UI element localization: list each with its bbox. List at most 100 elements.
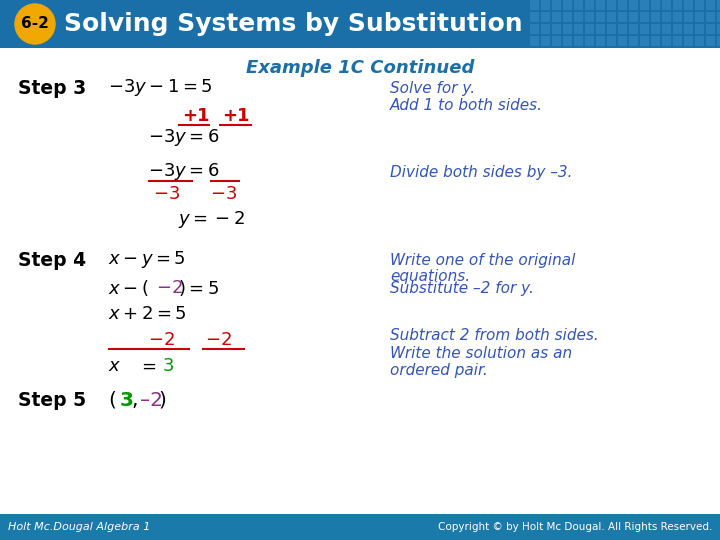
FancyBboxPatch shape xyxy=(651,0,660,10)
FancyBboxPatch shape xyxy=(695,12,704,22)
Text: Step 4: Step 4 xyxy=(18,251,86,269)
FancyBboxPatch shape xyxy=(530,0,539,10)
FancyBboxPatch shape xyxy=(695,0,704,10)
Text: +1: +1 xyxy=(182,107,210,125)
Text: Solve for y.: Solve for y. xyxy=(390,80,475,96)
Text: $3$: $3$ xyxy=(162,357,174,375)
FancyBboxPatch shape xyxy=(563,24,572,34)
Text: equations.: equations. xyxy=(390,268,470,284)
FancyBboxPatch shape xyxy=(629,24,638,34)
FancyBboxPatch shape xyxy=(541,24,550,34)
FancyBboxPatch shape xyxy=(0,0,720,48)
FancyBboxPatch shape xyxy=(684,0,693,10)
FancyBboxPatch shape xyxy=(585,36,594,46)
Text: +1: +1 xyxy=(222,107,250,125)
FancyBboxPatch shape xyxy=(0,514,720,540)
FancyBboxPatch shape xyxy=(574,0,583,10)
FancyBboxPatch shape xyxy=(717,24,720,34)
FancyBboxPatch shape xyxy=(662,12,671,22)
Text: Example 1C Continued: Example 1C Continued xyxy=(246,59,474,77)
FancyBboxPatch shape xyxy=(596,36,605,46)
FancyBboxPatch shape xyxy=(585,12,594,22)
FancyBboxPatch shape xyxy=(662,24,671,34)
FancyBboxPatch shape xyxy=(629,0,638,10)
FancyBboxPatch shape xyxy=(706,12,715,22)
FancyBboxPatch shape xyxy=(552,0,561,10)
FancyBboxPatch shape xyxy=(618,24,627,34)
FancyBboxPatch shape xyxy=(673,24,682,34)
FancyBboxPatch shape xyxy=(552,12,561,22)
Text: ): ) xyxy=(158,390,166,409)
Text: $) = 5$: $) = 5$ xyxy=(178,278,219,298)
Circle shape xyxy=(15,4,55,44)
FancyBboxPatch shape xyxy=(618,0,627,10)
Text: Divide both sides by –3.: Divide both sides by –3. xyxy=(390,165,572,179)
FancyBboxPatch shape xyxy=(717,12,720,22)
FancyBboxPatch shape xyxy=(651,36,660,46)
Text: $-2$: $-2$ xyxy=(156,279,183,297)
Text: $-3$: $-3$ xyxy=(153,185,180,203)
FancyBboxPatch shape xyxy=(607,36,616,46)
FancyBboxPatch shape xyxy=(673,36,682,46)
Text: Step 3: Step 3 xyxy=(18,78,86,98)
FancyBboxPatch shape xyxy=(596,24,605,34)
FancyBboxPatch shape xyxy=(552,36,561,46)
FancyBboxPatch shape xyxy=(541,12,550,22)
FancyBboxPatch shape xyxy=(640,12,649,22)
Text: 6-2: 6-2 xyxy=(21,17,49,31)
Text: $y = -2$: $y = -2$ xyxy=(178,210,245,231)
FancyBboxPatch shape xyxy=(673,12,682,22)
Text: ordered pair.: ordered pair. xyxy=(390,362,487,377)
FancyBboxPatch shape xyxy=(640,0,649,10)
FancyBboxPatch shape xyxy=(607,12,616,22)
FancyBboxPatch shape xyxy=(684,36,693,46)
Text: Subtract 2 from both sides.: Subtract 2 from both sides. xyxy=(390,328,599,343)
FancyBboxPatch shape xyxy=(651,24,660,34)
Text: Substitute –2 for y.: Substitute –2 for y. xyxy=(390,280,534,295)
FancyBboxPatch shape xyxy=(563,12,572,22)
Text: $x - y = 5$: $x - y = 5$ xyxy=(108,249,186,271)
Text: $-3y - 1 = 5$: $-3y - 1 = 5$ xyxy=(108,78,212,98)
FancyBboxPatch shape xyxy=(574,36,583,46)
FancyBboxPatch shape xyxy=(585,0,594,10)
FancyBboxPatch shape xyxy=(717,0,720,10)
FancyBboxPatch shape xyxy=(541,0,550,10)
FancyBboxPatch shape xyxy=(640,24,649,34)
FancyBboxPatch shape xyxy=(563,0,572,10)
Text: $x + 2 = 5$: $x + 2 = 5$ xyxy=(108,305,186,323)
Text: ,: , xyxy=(131,390,138,409)
FancyBboxPatch shape xyxy=(596,12,605,22)
FancyBboxPatch shape xyxy=(574,24,583,34)
FancyBboxPatch shape xyxy=(706,24,715,34)
Text: $-3$: $-3$ xyxy=(210,185,237,203)
Text: $-3y = 6$: $-3y = 6$ xyxy=(148,127,220,149)
Text: Write the solution as an: Write the solution as an xyxy=(390,347,572,361)
Text: (: ( xyxy=(108,390,116,409)
FancyBboxPatch shape xyxy=(629,12,638,22)
FancyBboxPatch shape xyxy=(706,0,715,10)
FancyBboxPatch shape xyxy=(673,0,682,10)
Text: $-3y = 6$: $-3y = 6$ xyxy=(148,161,220,183)
FancyBboxPatch shape xyxy=(695,36,704,46)
FancyBboxPatch shape xyxy=(530,36,539,46)
FancyBboxPatch shape xyxy=(552,24,561,34)
FancyBboxPatch shape xyxy=(0,48,720,514)
FancyBboxPatch shape xyxy=(607,24,616,34)
FancyBboxPatch shape xyxy=(717,36,720,46)
FancyBboxPatch shape xyxy=(530,12,539,22)
Text: Solving Systems by Substitution: Solving Systems by Substitution xyxy=(64,12,523,36)
Text: $x - ($: $x - ($ xyxy=(108,278,149,298)
FancyBboxPatch shape xyxy=(596,0,605,10)
FancyBboxPatch shape xyxy=(640,36,649,46)
Text: $-2$: $-2$ xyxy=(148,331,175,349)
FancyBboxPatch shape xyxy=(618,12,627,22)
Text: Holt Mc.Dougal Algebra 1: Holt Mc.Dougal Algebra 1 xyxy=(8,522,150,532)
FancyBboxPatch shape xyxy=(684,24,693,34)
Text: Step 5: Step 5 xyxy=(18,390,86,409)
Text: Add 1 to both sides.: Add 1 to both sides. xyxy=(390,98,543,113)
Text: Copyright © by Holt Mc Dougal. All Rights Reserved.: Copyright © by Holt Mc Dougal. All Right… xyxy=(438,522,712,532)
Text: $=$: $=$ xyxy=(138,357,157,375)
FancyBboxPatch shape xyxy=(607,0,616,10)
FancyBboxPatch shape xyxy=(695,24,704,34)
FancyBboxPatch shape xyxy=(629,36,638,46)
